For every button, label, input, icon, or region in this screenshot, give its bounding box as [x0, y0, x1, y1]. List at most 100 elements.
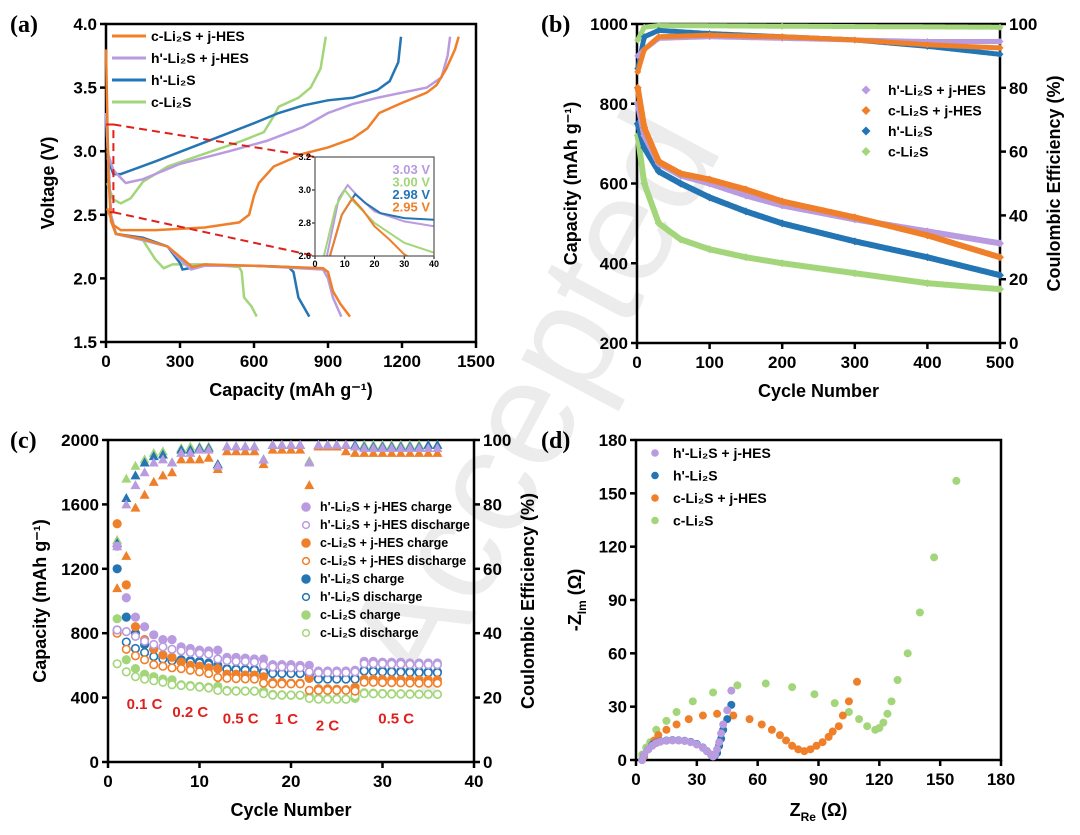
- capacity-point: [778, 219, 787, 228]
- charge-point: [112, 614, 122, 624]
- discharge-point: [140, 636, 150, 646]
- x-tick-label: 20: [282, 772, 301, 791]
- ce-point: [996, 44, 1004, 52]
- legend-label: c-Li₂S + j-HES discharge: [320, 554, 466, 568]
- discharge-point: [268, 690, 278, 700]
- discharge-point: [185, 681, 195, 691]
- plot-frame: [104, 22, 478, 344]
- impedance-point: [654, 731, 663, 740]
- discharge-point: [258, 660, 269, 671]
- ce-point: [121, 499, 132, 509]
- charge-point: [258, 672, 269, 682]
- impedance-point: [709, 688, 718, 697]
- impedance-point: [812, 741, 821, 750]
- discharge-point: [368, 659, 378, 669]
- impedance-point: [794, 745, 803, 754]
- x-tick-label: 0: [101, 352, 110, 371]
- x-axis-title: Cycle Number: [230, 800, 351, 820]
- impedance-point: [788, 683, 797, 692]
- impedance-point: [800, 747, 809, 756]
- discharge-point: [194, 648, 205, 658]
- x-axis-title: Cycle Number: [758, 381, 879, 401]
- capacity-point: [741, 253, 750, 262]
- charge-point: [158, 650, 168, 660]
- y2-tick-label: 0: [1009, 334, 1018, 353]
- x-tick-label: 600: [240, 352, 268, 371]
- y2-tick-label: 20: [483, 689, 502, 708]
- discharge-point: [396, 667, 406, 677]
- discharge-curve: [104, 112, 311, 318]
- impedance-point: [853, 677, 862, 686]
- ce-point: [923, 41, 931, 49]
- ce-point: [221, 446, 232, 456]
- y-tick-label: 0: [90, 753, 99, 772]
- x-tick-label: 300: [841, 353, 869, 372]
- x-tick-label: 180: [987, 770, 1015, 789]
- y-tick-label: 150: [599, 484, 627, 503]
- impedance-point: [775, 731, 784, 740]
- ce-point: [194, 454, 205, 464]
- ce-point: [395, 443, 406, 453]
- capacity-point: [640, 179, 649, 188]
- capacity-point: [705, 175, 714, 184]
- discharge-point: [158, 677, 168, 687]
- ce-point: [148, 451, 159, 461]
- legend-marker: [301, 574, 311, 584]
- ce-point: [139, 457, 150, 467]
- inset-curve: [322, 188, 434, 256]
- impedance-point: [838, 711, 847, 720]
- discharge-point: [387, 689, 397, 699]
- ce-point: [286, 439, 296, 449]
- discharge-point: [130, 672, 141, 682]
- impedance-point: [717, 729, 726, 738]
- capacity-point: [654, 219, 663, 228]
- y-tick-label: 800: [71, 624, 99, 643]
- ce-point: [423, 447, 434, 457]
- capacity-point: [676, 179, 685, 188]
- impedance-point: [863, 722, 872, 731]
- inset-x-tick-label: 40: [429, 259, 439, 269]
- discharge-point: [423, 659, 433, 670]
- inset-y-tick-label: 3.2: [298, 152, 311, 162]
- charge-point: [167, 635, 177, 645]
- legend-label: c-Li₂S discharge: [320, 626, 419, 640]
- panel-a: 0 300 600 900 1200 15001.52.02.53.03.54.0Capa…: [10, 12, 495, 400]
- capacity-series: [634, 135, 1001, 293]
- discharge-point: [405, 667, 415, 677]
- charge-curve: [106, 36, 328, 205]
- ce-point: [386, 443, 397, 453]
- ce-point: [130, 480, 141, 490]
- ce-point: [276, 444, 287, 454]
- discharge-point: [377, 667, 388, 677]
- capacity-point: [923, 231, 932, 240]
- x-axis-title: Capacity (mAh g⁻¹): [209, 380, 373, 400]
- charge-curve: [106, 36, 460, 232]
- ce-point: [176, 447, 187, 457]
- y-tick-label: 1000: [590, 15, 628, 34]
- discharge-point: [304, 693, 314, 704]
- panel-label: (d): [541, 428, 570, 454]
- x-axis-title-main: Z: [790, 800, 801, 820]
- y-tick-label: 0: [618, 751, 627, 770]
- discharge-point: [204, 683, 214, 693]
- panel-label: (c): [10, 428, 37, 454]
- x-axis-title-unit: (Ω): [816, 800, 847, 820]
- ce-point: [203, 444, 214, 454]
- legend-label: h'-Li₂S discharge: [320, 590, 422, 604]
- discharge-point: [277, 662, 287, 672]
- charge-curve: [106, 36, 452, 185]
- impedance-point: [684, 715, 693, 724]
- discharge-point: [359, 659, 369, 669]
- y-tick-label: 400: [600, 254, 628, 273]
- impedance-point: [782, 736, 791, 745]
- discharge-point: [414, 678, 424, 688]
- legend-marker: [651, 494, 659, 502]
- ce-point: [121, 473, 132, 483]
- rate-label: 0.5 C: [223, 710, 259, 727]
- discharge-point: [368, 666, 378, 677]
- discharge-point: [405, 659, 415, 670]
- discharge-point: [167, 680, 177, 690]
- plot-frame: [634, 438, 1003, 762]
- capacity-point: [741, 185, 750, 194]
